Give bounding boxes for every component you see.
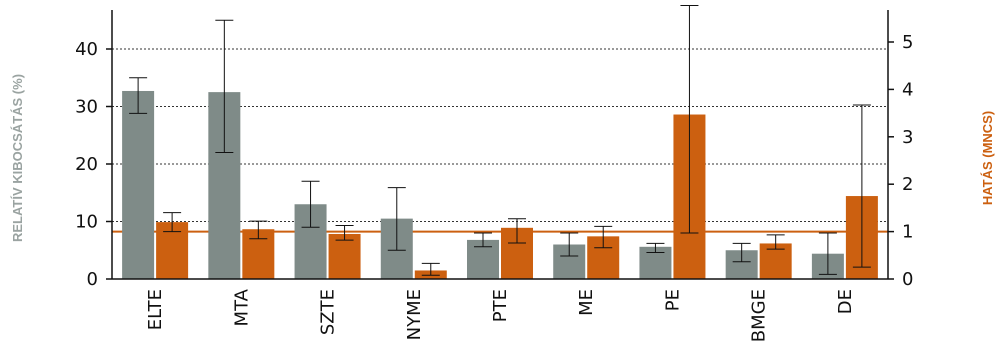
- right-tick-label: 1: [902, 222, 913, 243]
- left-tick-label: 30: [75, 97, 98, 118]
- bar-relativ-kibocsatas: [122, 90, 155, 279]
- category-label: MTA: [231, 288, 252, 326]
- right-tick-label: 3: [902, 127, 913, 148]
- category-label: ELTE: [145, 289, 166, 330]
- left-tick-label: 0: [87, 269, 98, 290]
- y-axis-title-right: HATÁS (MNCS): [980, 111, 995, 205]
- category-label: SZTE: [318, 289, 339, 335]
- error-bars: [129, 5, 871, 276]
- right-tick-label: 2: [902, 174, 913, 195]
- axes: [106, 10, 894, 280]
- y-axis-title-left: RELATÍV KIBOCSÁTÁS (%): [10, 74, 25, 242]
- category-label: DE: [835, 289, 856, 314]
- category-label: ME: [576, 289, 597, 316]
- right-tick-label: 0: [902, 269, 913, 290]
- bars: [122, 90, 878, 279]
- labels: ELTE MTA SZTE NYME PTE ME PE BMGE DE 0 10 20 30 40 0 1 2…: [10, 32, 995, 342]
- category-label: NYME: [404, 289, 425, 340]
- category-label: PTE: [490, 289, 511, 322]
- right-tick-label: 4: [902, 79, 913, 100]
- left-tick-label: 10: [75, 212, 98, 233]
- left-tick-label: 20: [75, 154, 98, 175]
- category-label: PE: [662, 289, 683, 311]
- right-tick-label: 5: [902, 32, 913, 53]
- bar-hatas: [328, 233, 361, 279]
- left-tick-label: 40: [75, 39, 98, 60]
- category-label: BMGE: [749, 289, 770, 342]
